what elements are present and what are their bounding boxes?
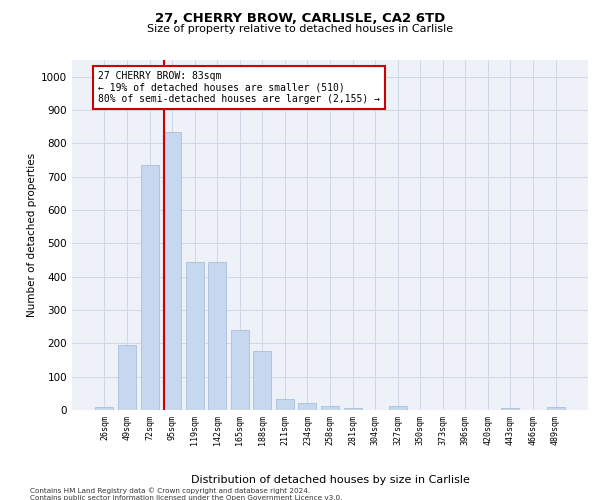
Y-axis label: Number of detached properties: Number of detached properties bbox=[27, 153, 37, 317]
Text: 27 CHERRY BROW: 83sqm
← 19% of detached houses are smaller (510)
80% of semi-det: 27 CHERRY BROW: 83sqm ← 19% of detached … bbox=[98, 70, 380, 104]
Text: Size of property relative to detached houses in Carlisle: Size of property relative to detached ho… bbox=[147, 24, 453, 34]
Bar bbox=[163, 132, 181, 410]
Bar bbox=[276, 400, 294, 410]
Text: 27, CHERRY BROW, CARLISLE, CA2 6TD: 27, CHERRY BROW, CARLISLE, CA2 6TD bbox=[155, 12, 445, 26]
Bar bbox=[502, 408, 520, 410]
Text: Contains HM Land Registry data © Crown copyright and database right 2024.: Contains HM Land Registry data © Crown c… bbox=[30, 488, 310, 494]
Bar bbox=[118, 345, 136, 410]
Bar bbox=[547, 408, 565, 410]
Bar bbox=[253, 350, 271, 410]
Bar bbox=[321, 406, 339, 410]
Bar bbox=[344, 408, 362, 410]
Bar bbox=[389, 406, 407, 410]
Bar bbox=[185, 262, 204, 410]
Bar bbox=[95, 406, 113, 410]
Bar bbox=[231, 330, 249, 410]
Text: Contains public sector information licensed under the Open Government Licence v3: Contains public sector information licen… bbox=[30, 495, 343, 500]
Bar bbox=[140, 165, 158, 410]
Text: Distribution of detached houses by size in Carlisle: Distribution of detached houses by size … bbox=[191, 475, 469, 485]
Bar bbox=[298, 402, 316, 410]
Bar bbox=[208, 262, 226, 410]
